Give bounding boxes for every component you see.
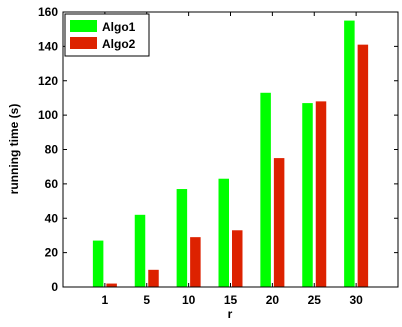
legend: Algo1 Algo2 bbox=[64, 13, 150, 57]
legend-label-algo2: Algo2 bbox=[102, 37, 136, 51]
y-axis-label: running time (s) bbox=[7, 104, 21, 195]
legend-swatch-algo1 bbox=[70, 20, 97, 32]
y-tick-label: 60 bbox=[45, 177, 59, 191]
bar-algo2-15 bbox=[232, 230, 243, 287]
x-tick-label: 20 bbox=[266, 293, 280, 307]
x-tick-label: 30 bbox=[349, 293, 363, 307]
bar-algo2-25 bbox=[315, 101, 327, 287]
y-tick-label: 120 bbox=[38, 74, 58, 88]
y-tick-label: 20 bbox=[45, 246, 59, 260]
bar-algo2-5 bbox=[148, 269, 159, 287]
bar-algo1-30 bbox=[344, 20, 355, 287]
y-tick-label: 140 bbox=[38, 39, 58, 53]
y-axis: 0 20 40 60 80 100 120 140 160 bbox=[38, 5, 398, 294]
bar-algo2-10 bbox=[190, 237, 201, 287]
x-tick-label: 10 bbox=[182, 293, 196, 307]
x-tick-label: 25 bbox=[308, 293, 322, 307]
bar-algo1-1 bbox=[92, 240, 104, 287]
x-tick-label: 15 bbox=[224, 293, 238, 307]
bar-algo1-20 bbox=[260, 92, 271, 287]
bars-group bbox=[92, 20, 369, 287]
bar-algo1-10 bbox=[176, 189, 188, 287]
bar-algo2-30 bbox=[357, 44, 369, 287]
y-tick-label: 0 bbox=[51, 280, 58, 294]
legend-swatch-algo2 bbox=[70, 37, 97, 49]
bar-algo1-15 bbox=[218, 178, 229, 287]
x-axis: 1 5 10 15 20 25 30 bbox=[102, 12, 363, 307]
y-tick-label: 80 bbox=[45, 143, 59, 157]
legend-label-algo1: Algo1 bbox=[102, 20, 136, 34]
bar-algo2-20 bbox=[273, 158, 285, 287]
x-tick-label: 5 bbox=[143, 293, 150, 307]
bar-algo1-25 bbox=[302, 103, 313, 287]
plot-area bbox=[63, 12, 398, 287]
x-tick-label: 1 bbox=[102, 293, 109, 307]
bar-algo2-1 bbox=[106, 283, 117, 287]
y-tick-label: 40 bbox=[45, 211, 59, 225]
y-tick-label: 160 bbox=[38, 5, 58, 19]
bar-algo1-5 bbox=[134, 214, 146, 287]
x-axis-label: r bbox=[228, 307, 233, 321]
y-tick-label: 100 bbox=[38, 108, 58, 122]
